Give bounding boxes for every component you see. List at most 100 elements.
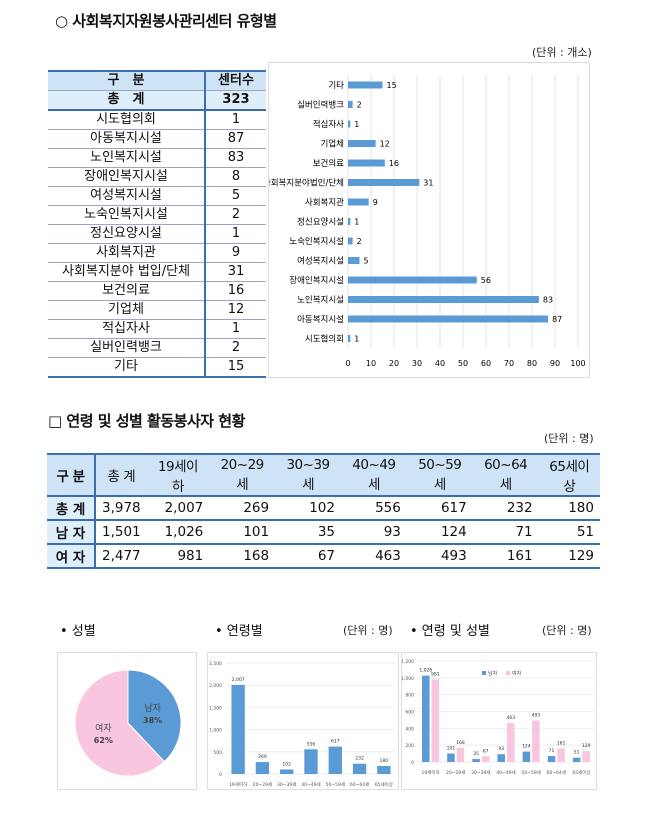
data-label: 2	[357, 237, 362, 246]
total-value: 323	[204, 90, 266, 111]
x-tick-label: 65세이상	[375, 781, 393, 788]
bar	[422, 675, 430, 762]
bar	[255, 762, 270, 774]
data-label: 2	[357, 101, 362, 110]
table-row: 적십자사 1	[48, 319, 266, 339]
cell: 3,978	[95, 496, 147, 521]
x-tick-label: 60	[481, 359, 491, 368]
x-tick-label: 19세이하	[229, 781, 248, 788]
column-header: 총 계	[95, 453, 147, 497]
data-label: 1,026	[419, 668, 432, 674]
x-tick-label: 70	[504, 359, 514, 368]
row-label: 아동복지시설	[48, 129, 205, 149]
bar	[447, 753, 455, 762]
row-value: 2	[204, 205, 266, 225]
data-label: 67	[483, 748, 489, 754]
x-tick-label: 30~39세	[277, 781, 296, 788]
cell: 1,026	[146, 520, 210, 545]
y-tick-label: 1,000	[209, 728, 222, 734]
cell: 2,007	[146, 496, 210, 521]
bar	[352, 763, 367, 774]
category-label: 노숙인복지시설	[289, 236, 344, 247]
bar	[572, 757, 581, 762]
cell: 129	[538, 544, 600, 569]
bar	[472, 759, 480, 762]
legend-label: 남자	[488, 670, 498, 677]
y-tick-label: 0	[411, 760, 414, 766]
y-tick-label: 400	[405, 726, 414, 732]
category-label: 사회복지관	[305, 197, 344, 208]
legend-swatch	[482, 671, 486, 675]
data-label: 232	[355, 756, 364, 762]
row-value: 15	[204, 357, 266, 378]
bar	[280, 769, 294, 774]
column-header: 19세이하	[146, 453, 210, 497]
bar	[481, 756, 490, 762]
row-header: 남 자	[47, 520, 96, 545]
header-count: 센터수	[204, 70, 266, 91]
table-row: 남 자 1,501 1,026 101 35 93 124 71 51	[47, 520, 600, 545]
y-tick-label: 800	[405, 693, 414, 699]
table-row: 여 자 2,477 981 168 67 463 493 161 129	[47, 544, 600, 569]
bar	[348, 237, 353, 245]
category-label: 정신요양시설	[297, 217, 344, 228]
section1-title: ○ 사회복지자원봉사관리센터 유형별	[55, 12, 277, 30]
data-label: 981	[431, 671, 440, 677]
slice-percent: 38%	[143, 716, 162, 725]
y-tick-label: 1,500	[209, 705, 222, 711]
bar	[532, 720, 540, 762]
data-label: 9	[373, 198, 378, 207]
data-label: 35	[473, 751, 479, 757]
x-tick-label: 60~64세	[547, 769, 566, 776]
x-tick-label: 40	[435, 359, 445, 368]
row-value: 31	[204, 262, 266, 282]
y-tick-label: 600	[405, 710, 414, 716]
row-value: 8	[204, 167, 266, 187]
row-label: 시도협의회	[48, 110, 205, 130]
cell: 493	[406, 544, 473, 569]
cell: 463	[341, 544, 407, 569]
data-label: 5	[364, 257, 369, 266]
row-label: 정신요양시설	[48, 224, 205, 244]
bar	[582, 751, 590, 762]
x-tick-label: 50~59세	[326, 781, 345, 788]
slice-label: 남자	[144, 703, 161, 714]
bar	[522, 751, 531, 762]
x-tick-label: 0	[345, 359, 350, 368]
cell: 168	[209, 544, 276, 569]
bar	[304, 749, 318, 774]
data-label: 168	[456, 740, 465, 746]
cell: 93	[341, 520, 407, 545]
bar	[231, 684, 245, 774]
x-tick-label: 80	[527, 359, 537, 368]
cell: 101	[209, 520, 276, 545]
category-label: 아동복지시설	[297, 314, 344, 325]
bar	[348, 179, 420, 186]
x-tick-label: 40~49세	[496, 769, 515, 776]
row-value: 87	[204, 129, 266, 149]
data-label: 101	[447, 745, 456, 751]
row-label: 노숙인복지시설	[48, 205, 205, 225]
row-label: 여성복지시설	[48, 186, 205, 206]
row-label: 노인복지시설	[48, 148, 205, 168]
x-tick-label: 50~59세	[521, 769, 540, 776]
x-tick-label: 100	[570, 359, 585, 368]
bar	[507, 723, 515, 762]
legend-label: 여자	[512, 670, 522, 677]
table-row: 정신요양시설 1	[48, 224, 266, 244]
y-tick-label: 500	[213, 750, 222, 756]
bar	[348, 120, 351, 128]
age-gender-bar-chart: 0 200 400 600 800 1,000 1,200 19세이하 1,026 981 20~2…	[401, 652, 597, 790]
table-row: 기타 15	[48, 357, 266, 378]
x-tick-label: 19세이하	[421, 769, 440, 776]
row-value: 83	[204, 148, 266, 168]
x-tick-label: 30	[412, 359, 422, 368]
bar	[348, 335, 351, 342]
data-label: 102	[282, 761, 291, 767]
category-label: 노인복지시설	[297, 295, 344, 306]
data-label: 15	[387, 81, 397, 90]
row-value: 1	[204, 319, 266, 339]
cell: 102	[275, 496, 341, 521]
